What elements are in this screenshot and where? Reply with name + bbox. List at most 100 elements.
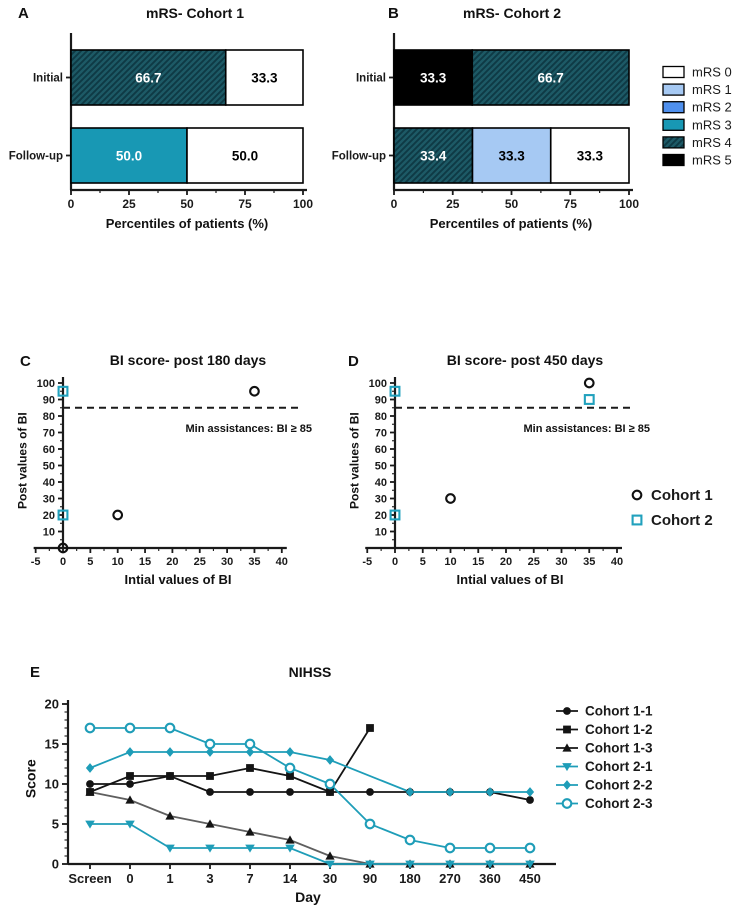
- svg-text:90: 90: [363, 871, 377, 886]
- svg-text:70: 70: [375, 428, 387, 440]
- svg-text:15: 15: [139, 556, 151, 568]
- svg-text:33.3: 33.3: [251, 71, 278, 86]
- svg-text:40: 40: [375, 477, 387, 489]
- svg-text:20: 20: [375, 510, 387, 522]
- svg-text:33.3: 33.3: [498, 149, 525, 164]
- panel-e-title: NIHSS: [288, 664, 332, 680]
- panel-c-threshold-annotation: Min assistances: BI ≥ 85: [185, 423, 312, 435]
- panel-a-letter: A: [18, 5, 29, 22]
- svg-text:0: 0: [60, 556, 66, 568]
- svg-text:66.7: 66.7: [135, 71, 161, 86]
- svg-text:270: 270: [439, 871, 461, 886]
- svg-text:100: 100: [293, 197, 313, 211]
- svg-text:50: 50: [375, 461, 387, 473]
- svg-text:75: 75: [564, 197, 578, 211]
- svg-text:Cohort 1-3: Cohort 1-3: [585, 741, 653, 756]
- svg-text:mRS 2: mRS 2: [692, 100, 732, 115]
- svg-text:mRS 3: mRS 3: [692, 117, 732, 132]
- panel-d-letter: D: [348, 353, 359, 370]
- svg-text:25: 25: [122, 197, 136, 211]
- panel-e-yaxis-label: Score: [22, 759, 39, 799]
- svg-text:10: 10: [444, 556, 456, 568]
- svg-text:70: 70: [43, 428, 55, 440]
- svg-text:0: 0: [68, 197, 75, 211]
- svg-text:10: 10: [112, 556, 124, 568]
- svg-text:33.3: 33.3: [577, 149, 604, 164]
- svg-text:30: 30: [375, 494, 387, 506]
- panel-d-xaxis-label: Intial values of BI: [456, 572, 564, 587]
- panel-d-threshold-annotation: Min assistances: BI ≥ 85: [523, 423, 650, 435]
- svg-text:5: 5: [420, 556, 426, 568]
- panel-a-xaxis-label: Percentiles of patients (%): [105, 216, 269, 231]
- svg-text:Cohort 2-2: Cohort 2-2: [585, 778, 653, 793]
- svg-text:Cohort 1: Cohort 1: [651, 487, 713, 504]
- svg-text:0: 0: [391, 197, 398, 211]
- svg-text:mRS 0: mRS 0: [692, 65, 732, 80]
- svg-text:0: 0: [126, 871, 133, 886]
- svg-text:Cohort 1-2: Cohort 1-2: [585, 722, 653, 737]
- svg-text:25: 25: [194, 556, 206, 568]
- svg-text:66.7: 66.7: [537, 71, 563, 86]
- svg-text:20: 20: [45, 697, 59, 712]
- svg-text:3: 3: [206, 871, 213, 886]
- svg-text:Cohort 2: Cohort 2: [651, 512, 713, 529]
- svg-text:14: 14: [283, 871, 298, 886]
- svg-text:450: 450: [519, 871, 541, 886]
- svg-text:75: 75: [238, 197, 252, 211]
- svg-text:20: 20: [43, 510, 55, 522]
- svg-text:180: 180: [399, 871, 421, 886]
- svg-text:100: 100: [37, 378, 55, 390]
- svg-text:80: 80: [43, 411, 55, 423]
- svg-text:50: 50: [505, 197, 519, 211]
- svg-text:Follow-up: Follow-up: [9, 151, 63, 163]
- svg-text:60: 60: [375, 444, 387, 456]
- svg-text:20: 20: [166, 556, 178, 568]
- svg-text:30: 30: [221, 556, 233, 568]
- svg-text:33.4: 33.4: [420, 149, 447, 164]
- panel-c-yaxis-label: Post values of BI: [15, 412, 30, 509]
- svg-text:40: 40: [611, 556, 623, 568]
- svg-text:25: 25: [528, 556, 540, 568]
- panel-b-letter: B: [388, 5, 399, 22]
- svg-text:15: 15: [45, 737, 59, 752]
- panel-a-title: mRS- Cohort 1: [146, 5, 244, 21]
- svg-text:90: 90: [375, 395, 387, 407]
- svg-text:100: 100: [619, 197, 639, 211]
- svg-text:Cohort 1-1: Cohort 1-1: [585, 704, 653, 719]
- panel-e-xaxis-label: Day: [295, 889, 321, 905]
- svg-text:30: 30: [555, 556, 567, 568]
- svg-text:25: 25: [446, 197, 460, 211]
- svg-text:30: 30: [43, 494, 55, 506]
- svg-text:100: 100: [369, 378, 387, 390]
- panel-c-xaxis-label: Intial values of BI: [124, 572, 232, 587]
- svg-text:33.3: 33.3: [420, 71, 447, 86]
- panel-b-xaxis-label: Percentiles of patients (%): [429, 216, 593, 231]
- svg-text:mRS 4: mRS 4: [692, 135, 732, 150]
- svg-text:10: 10: [45, 777, 59, 792]
- svg-text:7: 7: [246, 871, 253, 886]
- svg-text:1: 1: [166, 871, 173, 886]
- panel-d-yaxis-label: Post values of BI: [347, 412, 362, 509]
- svg-text:Cohort 2-3: Cohort 2-3: [585, 796, 653, 811]
- svg-text:Initial: Initial: [356, 73, 386, 85]
- svg-text:60: 60: [43, 444, 55, 456]
- svg-text:Initial: Initial: [33, 73, 63, 85]
- svg-text:5: 5: [87, 556, 93, 568]
- svg-text:15: 15: [472, 556, 484, 568]
- svg-text:10: 10: [375, 527, 387, 539]
- svg-text:50.0: 50.0: [232, 149, 258, 164]
- svg-text:50.0: 50.0: [116, 149, 142, 164]
- panel-c-letter: C: [20, 353, 31, 370]
- panel-c-title: BI score- post 180 days: [109, 352, 267, 368]
- svg-text:80: 80: [375, 411, 387, 423]
- svg-text:40: 40: [276, 556, 288, 568]
- svg-text:360: 360: [479, 871, 501, 886]
- panel-b-title: mRS- Cohort 2: [463, 5, 561, 21]
- svg-text:-5: -5: [362, 556, 372, 568]
- svg-text:50: 50: [180, 197, 194, 211]
- svg-text:0: 0: [52, 857, 59, 872]
- svg-text:35: 35: [248, 556, 260, 568]
- svg-text:30: 30: [323, 871, 337, 886]
